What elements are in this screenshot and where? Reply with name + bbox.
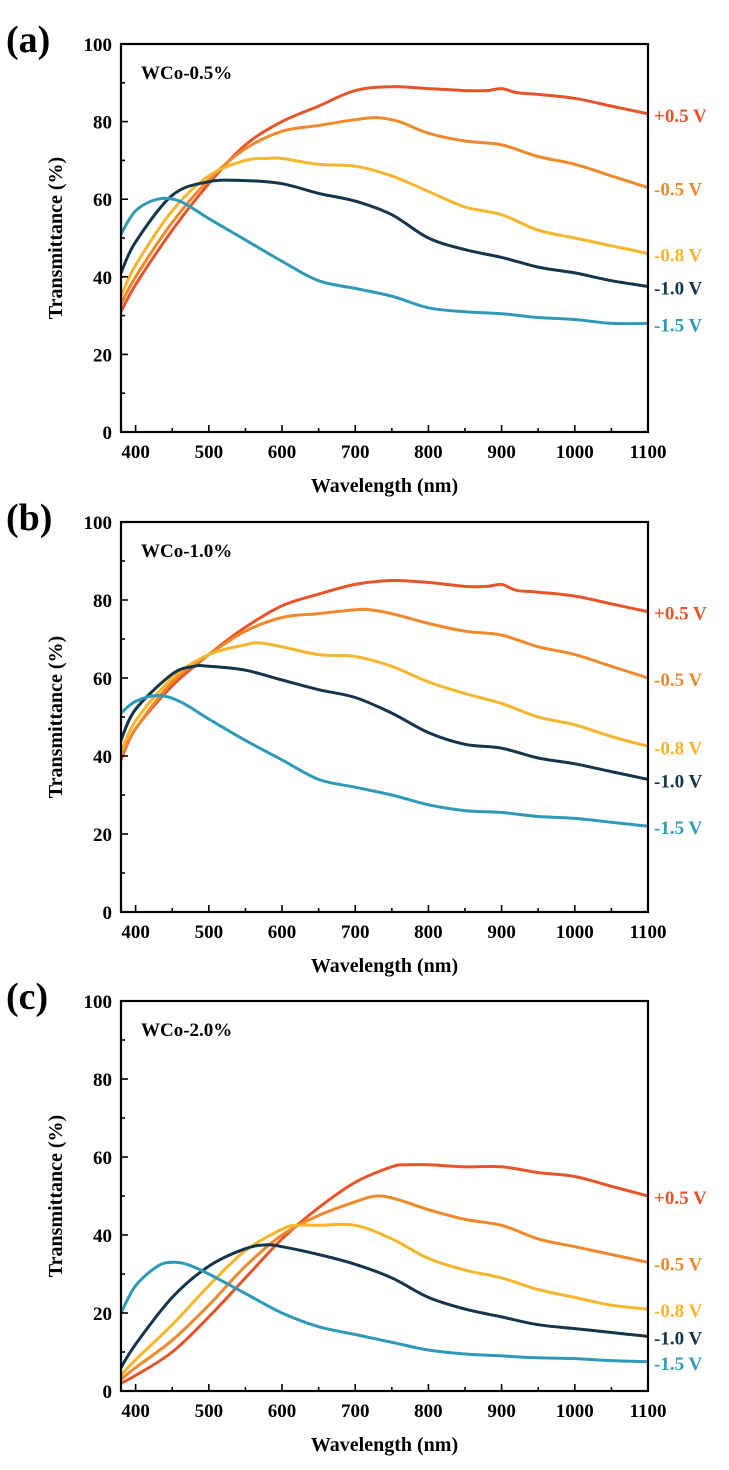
chart-panel-1: (a) +0.5 V -0.5 V -0.8 V -1.0 V -1.5 V 0 20 40 60… [6,19,707,497]
y-tick-label: 40 [93,268,112,289]
x-tick-label: 700 [341,442,370,463]
x-tick-label: 1000 [556,1401,594,1422]
y-tick-label: 100 [84,513,113,534]
y-tick-label: 100 [84,35,113,56]
series-label: -1.0 V [654,279,702,300]
series-line-5 [121,196,648,326]
x-tick-label: 1100 [630,922,667,943]
series-line-1 [121,1163,648,1385]
x-tick-label: 600 [268,442,297,463]
series-label: -1.0 V [654,771,702,792]
y-axis-title: Transmittance (%) [45,1115,67,1277]
series-lines [121,85,648,326]
y-tick-label: 80 [93,113,112,134]
series-label: -0.8 V [654,246,702,267]
y-tick-label: 20 [93,345,112,366]
x-tick-label: 500 [195,1401,224,1422]
x-tick-label: 800 [414,442,443,463]
y-tick-label: 60 [93,190,112,211]
x-tick-label: 900 [487,1401,516,1422]
x-tick-label: 800 [414,922,443,943]
x-tick-label: 800 [414,1401,443,1422]
x-tick-label: 1000 [556,442,594,463]
series-label: -0.5 V [654,180,702,201]
y-tick-label: 80 [93,591,112,612]
y-tick-label: 100 [84,992,113,1013]
series-label: +0.5 V [654,106,707,127]
series-label: -1.5 V [654,1354,702,1375]
series-lines [121,1163,648,1385]
chart-panel-3: (c) +0.5 V -0.5 V -0.8 V -1.0 V -1.5 V 0 20 40 60… [6,976,707,1456]
y-tick-label: 60 [93,669,112,690]
series-line-2 [121,607,648,758]
series-line-4 [121,664,648,781]
y-tick-label: 0 [103,423,113,444]
x-tick-label: 1100 [630,1401,667,1422]
series-line-4 [121,1243,648,1370]
series-lines [121,578,648,828]
x-tick-label: 900 [487,442,516,463]
y-axis-title: Transmittance (%) [45,636,67,798]
x-tick-label: 500 [195,442,224,463]
sample-label: WCo-0.5% [141,63,232,84]
x-tick-label: 500 [195,922,224,943]
series-line-3 [121,1222,648,1377]
x-axis-title: Wavelength (nm) [311,1434,458,1456]
panel-label: (c) [6,976,48,1018]
series-label: -0.8 V [654,738,702,759]
series-line-5 [121,694,648,828]
panel-label: (a) [6,19,50,61]
x-tick-label: 600 [268,922,297,943]
y-tick-label: 20 [93,1304,112,1325]
x-tick-label: 700 [341,1401,370,1422]
series-line-2 [121,116,648,306]
x-tick-label: 600 [268,1401,297,1422]
series-label: +0.5 V [654,1188,707,1209]
y-tick-label: 0 [103,903,113,924]
series-label: -0.5 V [654,670,702,691]
series-line-2 [121,1194,648,1381]
y-tick-label: 40 [93,1226,112,1247]
x-tick-label: 400 [121,1401,150,1422]
panel-label: (b) [6,497,52,539]
series-label: -1.5 V [654,315,702,336]
sample-label: WCo-2.0% [141,1020,232,1041]
x-tick-label: 1100 [630,442,667,463]
sample-label: WCo-1.0% [141,541,232,562]
x-tick-label: 900 [487,922,516,943]
y-tick-label: 80 [93,1070,112,1091]
series-line-5 [121,1260,648,1364]
series-line-3 [121,641,648,754]
y-axis-title: Transmittance (%) [45,157,67,319]
series-label: -1.5 V [654,818,702,839]
y-tick-label: 40 [93,747,112,768]
y-tick-label: 60 [93,1148,112,1169]
series-line-1 [121,85,648,314]
series-line-4 [121,178,648,288]
x-tick-label: 400 [121,922,150,943]
y-tick-label: 20 [93,825,112,846]
x-tick-label: 700 [341,922,370,943]
x-axis-title: Wavelength (nm) [311,955,458,977]
series-line-1 [121,578,648,762]
x-tick-label: 1000 [556,922,594,943]
x-axis-title: Wavelength (nm) [311,475,458,497]
series-label: -0.5 V [654,1254,702,1275]
series-line-3 [121,156,648,298]
series-label: -1.0 V [654,1328,702,1349]
series-label: -0.8 V [654,1301,702,1322]
x-tick-label: 400 [121,442,150,463]
chart-panel-2: (b) +0.5 V -0.5 V -0.8 V -1.0 V -1.5 V 0 20 40 60… [6,497,707,977]
y-tick-label: 0 [103,1382,113,1403]
series-label: +0.5 V [654,604,707,625]
